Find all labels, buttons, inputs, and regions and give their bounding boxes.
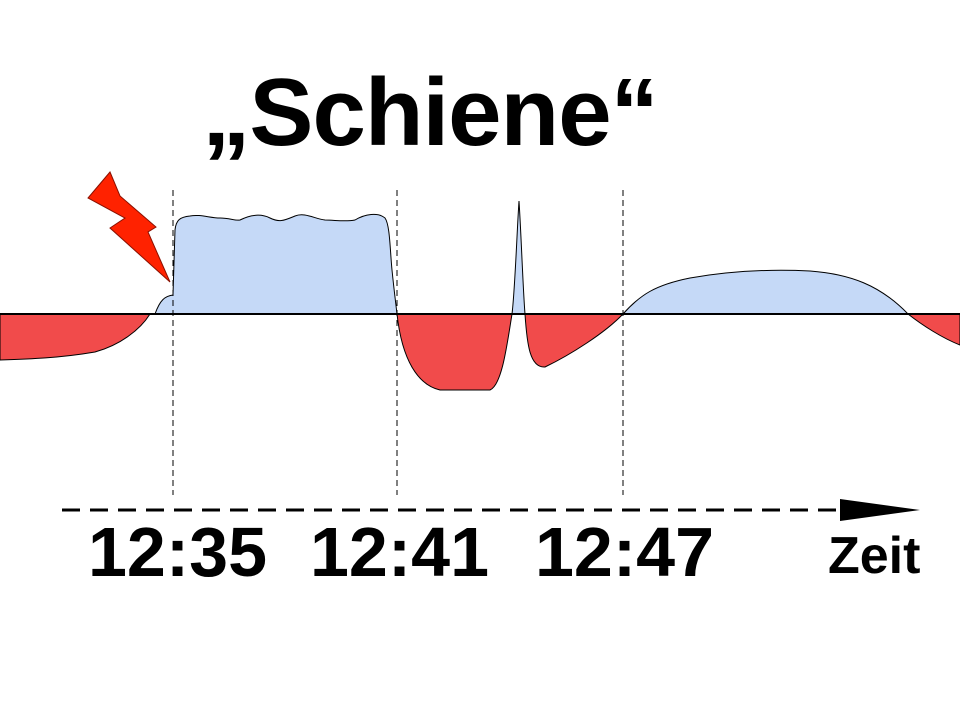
axis-label-zeit: Zeit: [828, 527, 921, 585]
time-axis-arrow: [840, 499, 920, 521]
time-label-2: 12:41: [310, 513, 490, 591]
time-label-1: 12:35: [88, 513, 268, 591]
positive-spike: [511, 200, 526, 315]
positive-area-main: [154, 213, 398, 315]
negative-area-end: [906, 313, 960, 346]
negative-area-after-spike: [524, 313, 625, 368]
positive-area-hump: [621, 269, 910, 315]
diagram-title: „Schiene“: [202, 59, 658, 166]
lightning-bolt-icon: [87, 171, 171, 283]
negative-area-dip: [396, 313, 513, 391]
negative-area-before: [0, 313, 151, 361]
time-label-3: 12:47: [535, 513, 715, 591]
